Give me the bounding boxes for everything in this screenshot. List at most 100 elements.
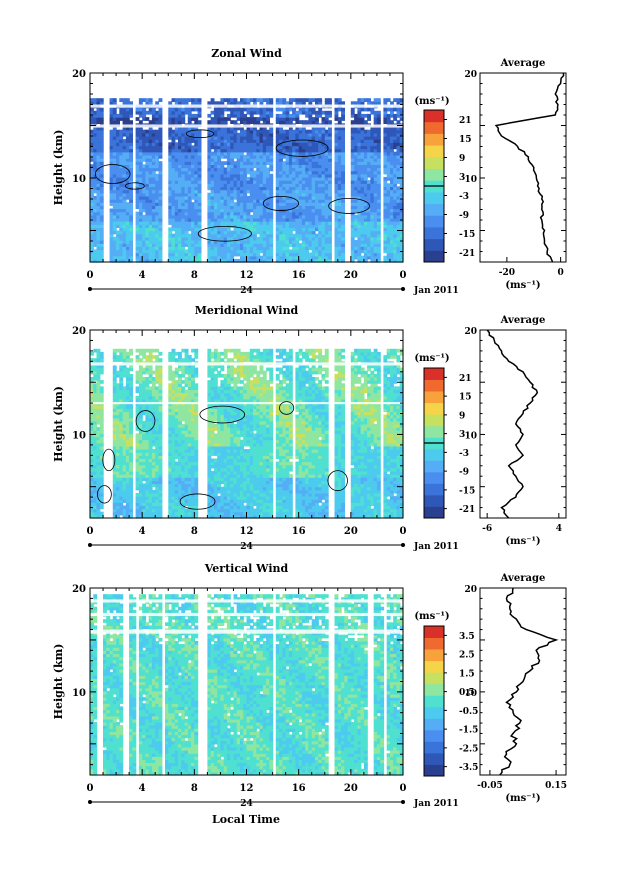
- heatmap-cell: [207, 199, 212, 203]
- heatmap-cell: [122, 110, 127, 115]
- heatmap-cell: [112, 205, 117, 210]
- heatmap-cell: [145, 189, 150, 194]
- heatmap-cell: [129, 240, 133, 244]
- heatmap-cell: [122, 258, 127, 263]
- heatmap-cell: [93, 180, 98, 184]
- heatmap-cell: [158, 230, 163, 235]
- heatmap-cell: [187, 113, 192, 118]
- heatmap-cell: [112, 129, 117, 134]
- heatmap-cell: [93, 255, 98, 260]
- heatmap-cell: [148, 161, 153, 165]
- heatmap-cell: [269, 98, 274, 102]
- heatmap-cell: [187, 164, 192, 169]
- heatmap-cell: [210, 139, 215, 143]
- heatmap-cell: [191, 113, 195, 118]
- profile-frame: [479, 72, 567, 263]
- heatmap-cell: [122, 246, 127, 251]
- heatmap-cell: [138, 246, 143, 251]
- heatmap-cell: [99, 183, 104, 188]
- heatmap-cell: [187, 224, 192, 228]
- heatmap-cell: [90, 167, 94, 172]
- heatmap-cell: [109, 151, 114, 156]
- heatmap-cell: [109, 180, 114, 184]
- heatmap-cell: [197, 173, 202, 178]
- heatmap-cell: [138, 227, 143, 232]
- heatmap-cell: [178, 202, 182, 206]
- heatmap-cell: [116, 186, 120, 191]
- heatmap-cell: [145, 243, 150, 247]
- heatmap-cell: [119, 246, 124, 251]
- heatmap-cell: [148, 132, 153, 137]
- heatmap-cell: [174, 258, 179, 263]
- heatmap-cell: [145, 227, 150, 232]
- heatmap-cell: [96, 236, 101, 241]
- heatmap-cell: [119, 240, 124, 244]
- heatmap-cell: [96, 145, 101, 150]
- heatmap-cell: [145, 176, 150, 181]
- heatmap-cell: [178, 142, 182, 147]
- colorbar-segment: [424, 191, 444, 204]
- heatmap-cell: [142, 110, 147, 115]
- heatmap-cell: [191, 151, 195, 156]
- heatmap-cell: [138, 164, 143, 169]
- heatmap-cell: [99, 180, 104, 184]
- heatmap-cell: [138, 173, 143, 178]
- heatmap-cell: [181, 227, 186, 232]
- heatmap-cell: [210, 117, 215, 121]
- heatmap-cell: [191, 180, 195, 184]
- heatmap-cell: [122, 142, 127, 147]
- y-tick-label: 20: [72, 69, 86, 80]
- heatmap-cell: [207, 158, 212, 162]
- heatmap-cell: [138, 170, 143, 175]
- heatmap-cell: [112, 252, 117, 257]
- heatmap-cell: [158, 126, 163, 131]
- heatmap-cell: [181, 148, 186, 153]
- heatmap-cell: [96, 180, 101, 184]
- heatmap-cell: [99, 151, 104, 156]
- heatmap-cell: [138, 154, 143, 159]
- heatmap-cell: [207, 164, 212, 169]
- heatmap-cell: [197, 214, 202, 219]
- heatmap-cell: [119, 189, 124, 194]
- heatmap-cell: [135, 221, 140, 225]
- heatmap-cell: [187, 233, 192, 238]
- heatmap-cell: [181, 189, 186, 194]
- heatmap-cell: [174, 129, 179, 134]
- heatmap-cell: [151, 170, 156, 175]
- heatmap-cell: [184, 176, 189, 181]
- heatmap-cell: [129, 486, 133, 491]
- heatmap-cell: [93, 249, 98, 254]
- heatmap-cell: [155, 110, 160, 115]
- heatmap-cell: [174, 192, 179, 197]
- heatmap-cell: [90, 211, 94, 216]
- x-tick-label: 20: [344, 270, 358, 281]
- heatmap-cell: [197, 142, 202, 147]
- heatmap-cell: [99, 351, 104, 356]
- heatmap-cell: [191, 205, 195, 210]
- heatmap-cell: [181, 202, 186, 206]
- heatmap-cell: [99, 113, 104, 118]
- heatmap-cell: [174, 243, 179, 247]
- heatmap-cell: [138, 233, 143, 238]
- heatmap-cell: [90, 129, 94, 134]
- heatmap-cell: [194, 233, 199, 238]
- heatmap-cell: [158, 107, 163, 112]
- heatmap-cell: [119, 236, 124, 241]
- heatmap-cell: [171, 139, 176, 143]
- heatmap-cell: [119, 214, 124, 219]
- heatmap-cell: [197, 129, 202, 134]
- heatmap-cell: [138, 192, 143, 197]
- heatmap-cell: [142, 227, 147, 232]
- heatmap-cell: [191, 154, 195, 159]
- heatmap-cell: [109, 208, 114, 213]
- heatmap-cell: [269, 173, 274, 178]
- heatmap-cell: [99, 211, 104, 216]
- heatmap-cell: [178, 249, 182, 254]
- heatmap-cell: [158, 189, 163, 194]
- heatmap-cell: [191, 148, 195, 153]
- heatmap-cell: [187, 183, 192, 188]
- heatmap-cell: [178, 126, 182, 131]
- heatmap-cell: [138, 224, 143, 228]
- heatmap-cell: [207, 221, 212, 225]
- heatmap-cell: [125, 126, 130, 131]
